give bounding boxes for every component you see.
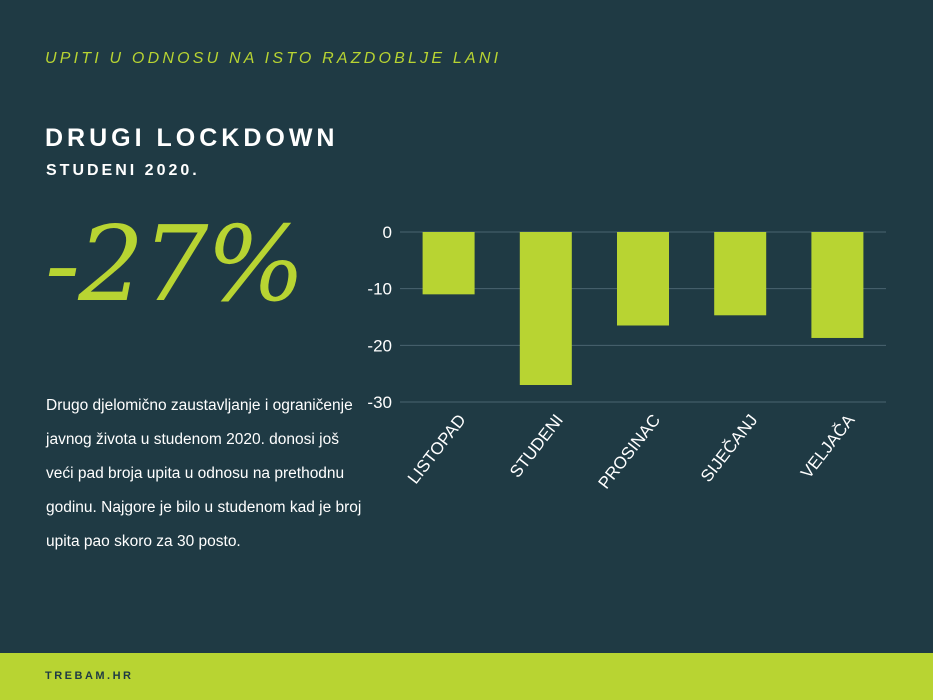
y-tick-label: 0 [383,223,392,242]
y-tick-label: -20 [367,336,392,355]
bar [714,232,767,316]
footer-bar: TREBAM.HR [0,653,933,700]
page-subtitle: STUDENI 2020. [46,162,200,179]
chart-kicker: UPITI U ODNOSU NA ISTO RAZDOBLJE LANI [45,50,502,67]
x-category-label: SIJEČANJ [697,411,761,486]
description-text: Drugo djelomično zaustavljanje i ogranič… [46,397,362,550]
x-category-label: VELJAČA [797,410,859,482]
x-category-label: PROSINAC [595,411,665,493]
bar [811,232,864,338]
bar-chart: 0 -10 -20 -30 LISTOPAD STUDENI PROSINAC SIJEČAN… [367,223,886,493]
x-category-label: LISTOPAD [404,411,470,488]
y-tick-label: -10 [367,280,392,299]
bar [519,232,572,385]
headline-stat: -27% [45,203,305,325]
page-title: DRUGI LOCKDOWN [45,124,339,152]
footer-brand: TREBAM.HR [45,670,134,682]
y-tick-label: -30 [367,393,392,412]
x-category-label: STUDENI [506,411,567,482]
bar [422,232,475,295]
bar [617,232,669,326]
